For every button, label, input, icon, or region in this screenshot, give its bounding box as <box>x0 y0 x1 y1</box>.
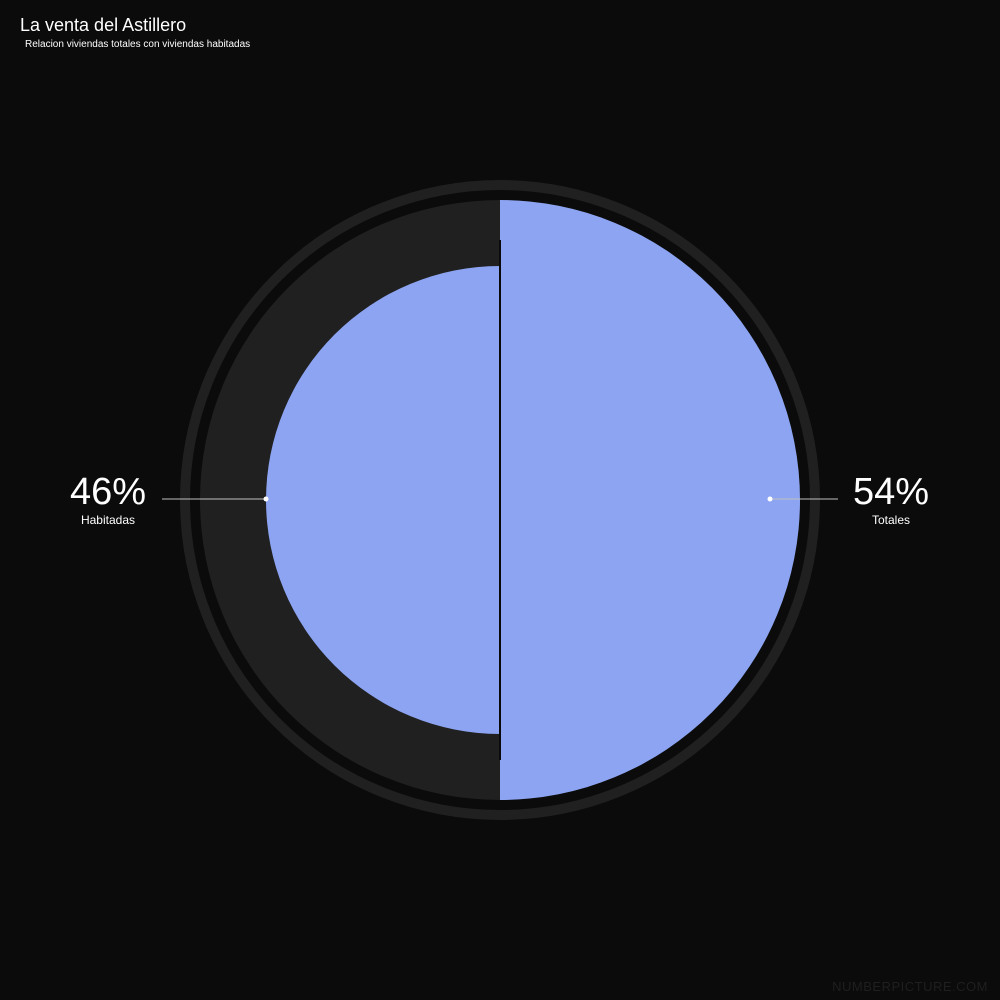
value-label-habitadas: 46% <box>70 471 146 513</box>
pie-slice-habitadas <box>266 266 500 734</box>
pie-slice-totales <box>500 200 800 800</box>
value-label-totales: 54% <box>853 471 929 513</box>
leader-dot-totales <box>767 496 773 502</box>
outer-ring <box>180 180 820 820</box>
category-label-habitadas: Habitadas <box>81 513 135 527</box>
leader-dot-habitadas <box>263 496 269 502</box>
category-label-totales: Totales <box>872 513 910 527</box>
watermark: NUMBERPICTURE.COM <box>832 979 988 994</box>
chart-subtitle: Relacion viviendas totales con viviendas… <box>25 39 251 50</box>
chart-title: La venta del Astillero <box>20 15 187 35</box>
